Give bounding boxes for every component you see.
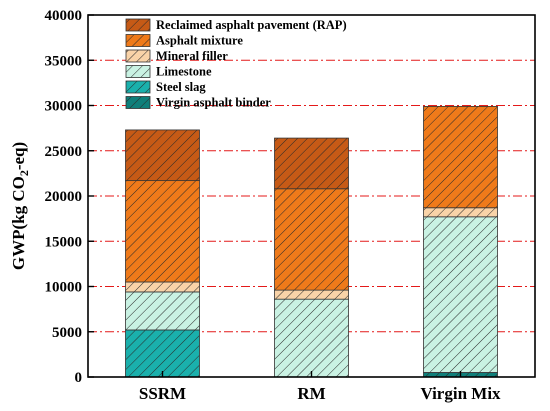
legend-label-0: Virgin asphalt binder — [156, 96, 271, 110]
bars — [125, 106, 498, 378]
legend-swatch-1 — [125, 80, 151, 94]
legend-swatch-4 — [125, 34, 151, 47]
legend-swatch-5 — [125, 18, 151, 32]
y-axis-label: GWP(kg CO2-eq) — [9, 142, 31, 270]
x-tick-label-2: Virgin Mix — [420, 384, 501, 403]
bar-rm-segment-2 — [274, 298, 349, 378]
axes: 0 5000 10000 15000 20000 25000 30000 35000 40000… — [45, 8, 536, 403]
legend-label-1: Steel slag — [156, 80, 206, 94]
bar-rm-segment-3 — [274, 289, 349, 300]
y-tick-label-5: 25000 — [45, 144, 83, 160]
bar-ssrm-segment-4 — [125, 180, 200, 283]
y-tick-label-0: 0 — [75, 370, 83, 386]
bar-ssrm-segment-3 — [125, 281, 200, 293]
legend-swatch-2 — [125, 65, 151, 78]
x-tick-label-0: SSRM — [139, 384, 186, 403]
bar-rm-segment-4 — [274, 188, 349, 291]
legend-swatch-3 — [125, 49, 151, 63]
y-axis-label-tail: -eq) — [9, 142, 28, 170]
y-axis-label-main: GWP(kg CO — [9, 176, 28, 270]
bar-ssrm-segment-5 — [125, 129, 200, 182]
legend-label-3: Mineral filler — [156, 49, 228, 63]
bar-virgin-mix-segment-2 — [423, 216, 498, 373]
legend-swatch-0 — [125, 96, 151, 109]
y-axis-label-subscript: 2 — [17, 170, 31, 176]
y-tick-label-3: 15000 — [45, 234, 83, 250]
legend-label-5: Reclaimed asphalt pavement (RAP) — [156, 18, 347, 32]
bar-rm-segment-5 — [274, 137, 349, 190]
legend-label-2: Limestone — [156, 65, 212, 79]
bar-virgin-mix-segment-4 — [423, 106, 498, 209]
y-tick-label-1: 5000 — [52, 325, 82, 341]
bar-ssrm-segment-2 — [125, 291, 200, 331]
y-tick-label-4: 20000 — [45, 189, 83, 205]
y-tick-label-7: 35000 — [45, 53, 83, 69]
x-tick-label-1: RM — [297, 384, 325, 403]
y-tick-label-2: 10000 — [45, 280, 83, 296]
legend: Reclaimed asphalt pavement (RAP) Asphalt … — [125, 18, 347, 110]
bar-ssrm-segment-1 — [125, 329, 200, 378]
legend-label-4: Asphalt mixture — [156, 34, 243, 48]
y-tick-label-8: 40000 — [45, 8, 83, 24]
bar-virgin-mix-segment-3 — [423, 207, 498, 218]
y-tick-label-6: 30000 — [45, 99, 83, 115]
